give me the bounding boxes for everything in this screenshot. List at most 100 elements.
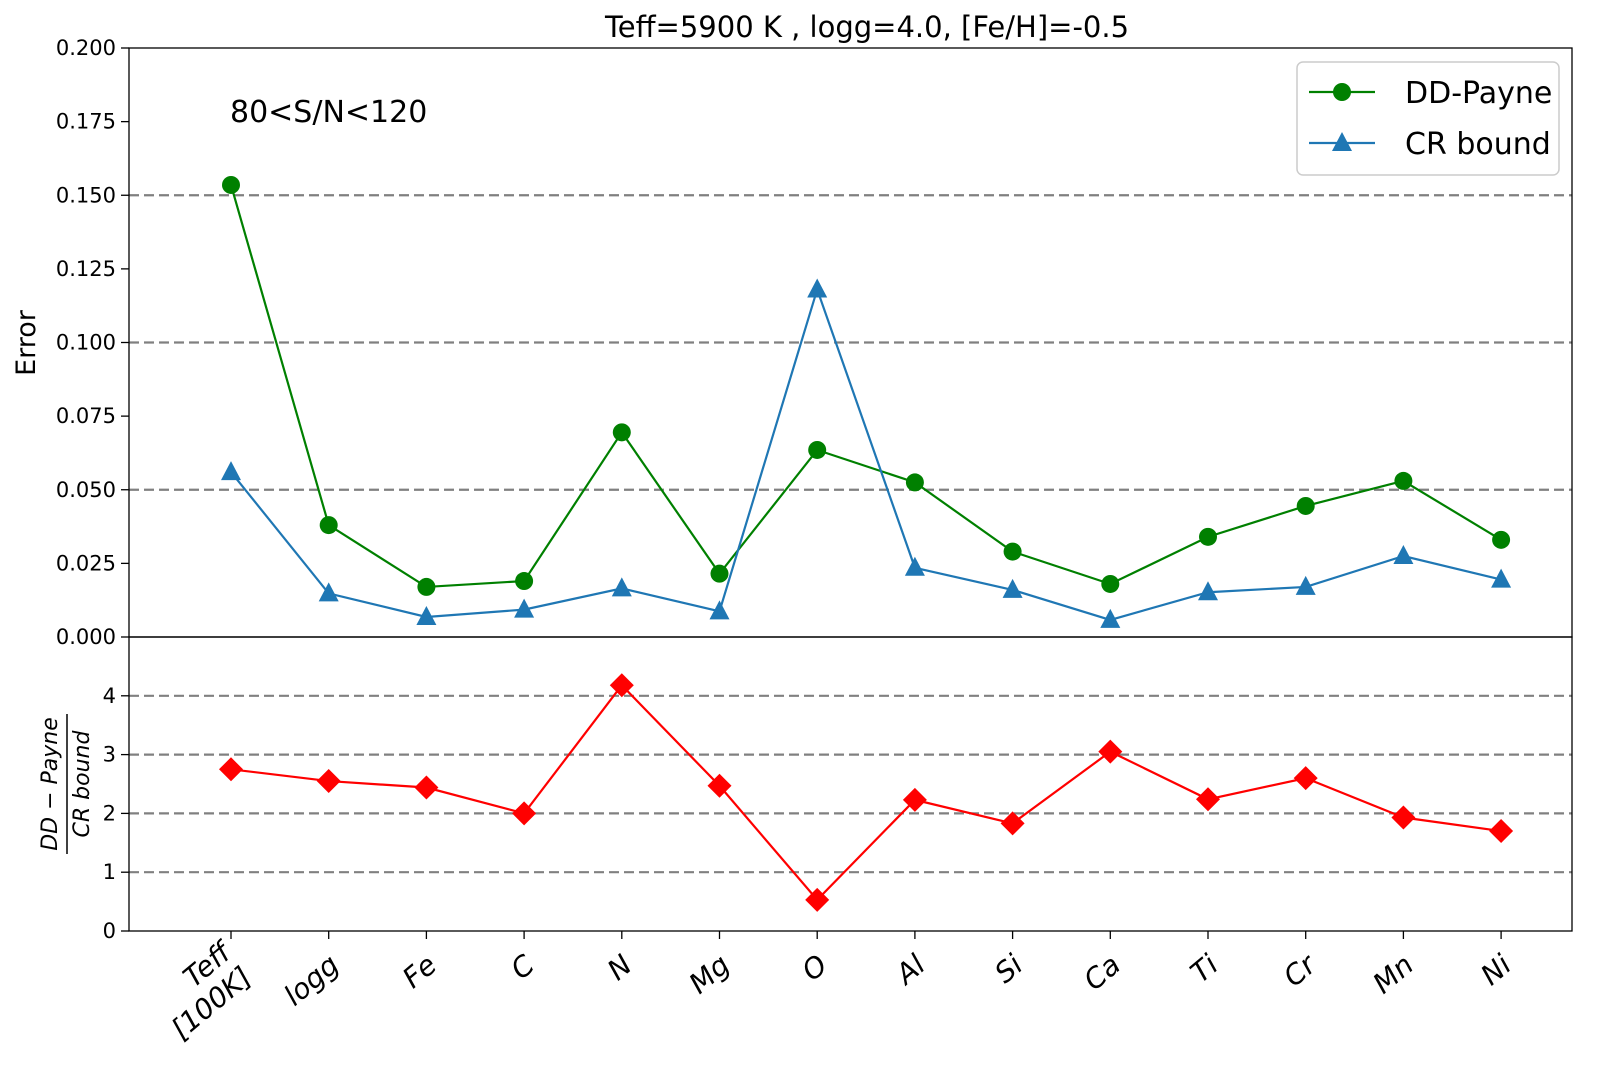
y-tick-label: 0.125 (56, 257, 116, 281)
point-cr-bound-c (514, 598, 535, 618)
point-ratio-ni (1489, 819, 1514, 844)
series-line-cr-bound (230, 285, 1502, 622)
x-tick-label-line: Mn (1367, 948, 1420, 1000)
y-tick-label: 0.150 (56, 183, 116, 207)
legend-box (1296, 61, 1560, 176)
bottom-y-axis: 0 1 2 3 4 (103, 684, 129, 943)
point-cr-bound-logg (318, 582, 339, 602)
top-grid (129, 194, 1572, 491)
y-tick-label: 0 (103, 919, 116, 943)
y-tick-label: 0.025 (56, 551, 116, 575)
point-dd-payne-cr (1296, 496, 1315, 515)
y-tick-label: 2 (103, 801, 116, 825)
x-tick-label-line: O (796, 948, 834, 987)
x-tick-label-cr: Cr (1277, 947, 1323, 993)
point-dd-payne-ni (1492, 530, 1511, 549)
point-dd-payne-c (515, 572, 534, 591)
point-cr-bound-mn (1393, 545, 1414, 565)
point-ratio-cr (1293, 766, 1318, 791)
point-dd-payne-fe (417, 577, 436, 596)
point-ratio-o (805, 887, 830, 912)
point-ratio-logg (316, 769, 341, 794)
x-tick-label-al: Al (888, 948, 932, 992)
point-cr-bound-ca (1100, 608, 1121, 628)
y-tick-label: 1 (103, 860, 116, 884)
y-tick-label: 0.175 (56, 110, 116, 134)
ratio-label-denominator: CR bound (70, 730, 95, 838)
bottom-series (219, 673, 1514, 912)
point-cr-bound-al (904, 556, 925, 576)
bottom-grid (129, 694, 1572, 874)
x-tick-label-line: Mg (683, 948, 736, 1000)
x-tick-label-n: N (601, 948, 638, 987)
x-tick-label-line: C (504, 948, 541, 986)
series-line-ratio (230, 683, 1502, 902)
point-ratio-teff-100k (219, 757, 243, 782)
x-tick-label-fe: Fe (396, 948, 443, 995)
legend-marker-dd-payne (1333, 83, 1351, 101)
x-tick-label-line: Fe (396, 948, 443, 995)
series-line-dd-payne (229, 184, 1502, 589)
point-cr-bound-mg (709, 600, 730, 620)
point-ratio-si (1000, 811, 1025, 836)
point-dd-payne-logg (319, 516, 338, 535)
y-tick-label: 0.075 (56, 404, 116, 428)
x-tick-label-mn: Mn (1367, 948, 1420, 1000)
x-tick-label-o: O (796, 948, 834, 987)
point-dd-payne-n (612, 423, 631, 442)
x-tick-label-logg: logg (278, 948, 346, 1012)
x-tick-label-teff-100k: Teff[100K] (165, 934, 258, 1046)
legend-label-cr-bound: CR bound (1405, 127, 1551, 162)
top-panel: 0.000 0.025 0.050 0.075 0.100 0.125 0.150 0.175… (11, 36, 1573, 649)
point-cr-bound-ni (1491, 568, 1512, 588)
point-ratio-c (512, 801, 537, 826)
y-tick-label: 3 (103, 743, 116, 767)
top-y-axis: 0.000 0.025 0.050 0.075 0.100 0.125 0.150 0.175… (56, 36, 129, 649)
x-tick-label-line: Si (988, 948, 1029, 990)
y-tick-label: 0.050 (56, 478, 116, 502)
bottom-panel: 0 1 2 3 4 DD − Payne CR bound Teff[100K] logg… (38, 636, 1573, 1046)
point-cr-bound-o (807, 278, 828, 298)
x-tick-label-mg: Mg (683, 948, 736, 1000)
point-dd-payne-o (808, 440, 827, 459)
point-dd-payne-ca (1101, 574, 1120, 593)
point-ratio-mn (1391, 805, 1416, 830)
y-tick-label: 4 (103, 684, 116, 708)
y-axis-label-error: Error (11, 309, 42, 376)
x-tick-label-ni: Ni (1474, 948, 1517, 992)
point-dd-payne-mg (710, 564, 729, 583)
y-axis-label-ratio: DD − Payne CR bound (38, 714, 95, 854)
point-dd-payne-mn (1394, 471, 1413, 490)
snr-annotation: 80<S/N<120 (230, 95, 427, 130)
point-dd-payne-teff-100k (222, 175, 240, 194)
point-ratio-al (902, 787, 927, 812)
y-tick-label: 0.100 (56, 331, 116, 355)
point-ratio-ca (1098, 739, 1123, 764)
point-cr-bound-teff-100k (221, 461, 241, 481)
legend-label-dd-payne: DD-Payne (1405, 76, 1552, 111)
x-tick-label-line: Ni (1474, 948, 1517, 992)
bottom-plot-frame (128, 636, 1573, 932)
x-tick-label-ca: Ca (1077, 948, 1126, 997)
x-tick-label-line: N (601, 948, 638, 987)
chart-title: Teff=5900 K , logg=4.0, [Fe/H]=-0.5 (604, 10, 1129, 44)
point-ratio-ti (1196, 787, 1220, 812)
x-tick-label-si: Si (988, 948, 1029, 990)
x-tick-label-line: logg (278, 948, 346, 1012)
point-ratio-fe (414, 775, 439, 800)
y-tick-label: 0.200 (56, 36, 116, 60)
ratio-label-numerator: DD − Payne (38, 717, 63, 851)
top-series (221, 175, 1512, 628)
x-tick-label-line: Ca (1077, 948, 1126, 997)
x-tick-label-ti: Ti (1184, 948, 1224, 989)
point-dd-payne-al (905, 473, 924, 492)
x-tick-label-c: C (504, 948, 541, 986)
point-cr-bound-fe (416, 605, 437, 625)
point-ratio-n (609, 673, 634, 698)
point-cr-bound-si (1002, 578, 1023, 598)
legend: DD-Payne CR bound (1296, 61, 1560, 176)
y-tick-label: 0.000 (56, 625, 116, 649)
point-cr-bound-cr (1295, 575, 1316, 595)
point-cr-bound-n (611, 577, 632, 597)
